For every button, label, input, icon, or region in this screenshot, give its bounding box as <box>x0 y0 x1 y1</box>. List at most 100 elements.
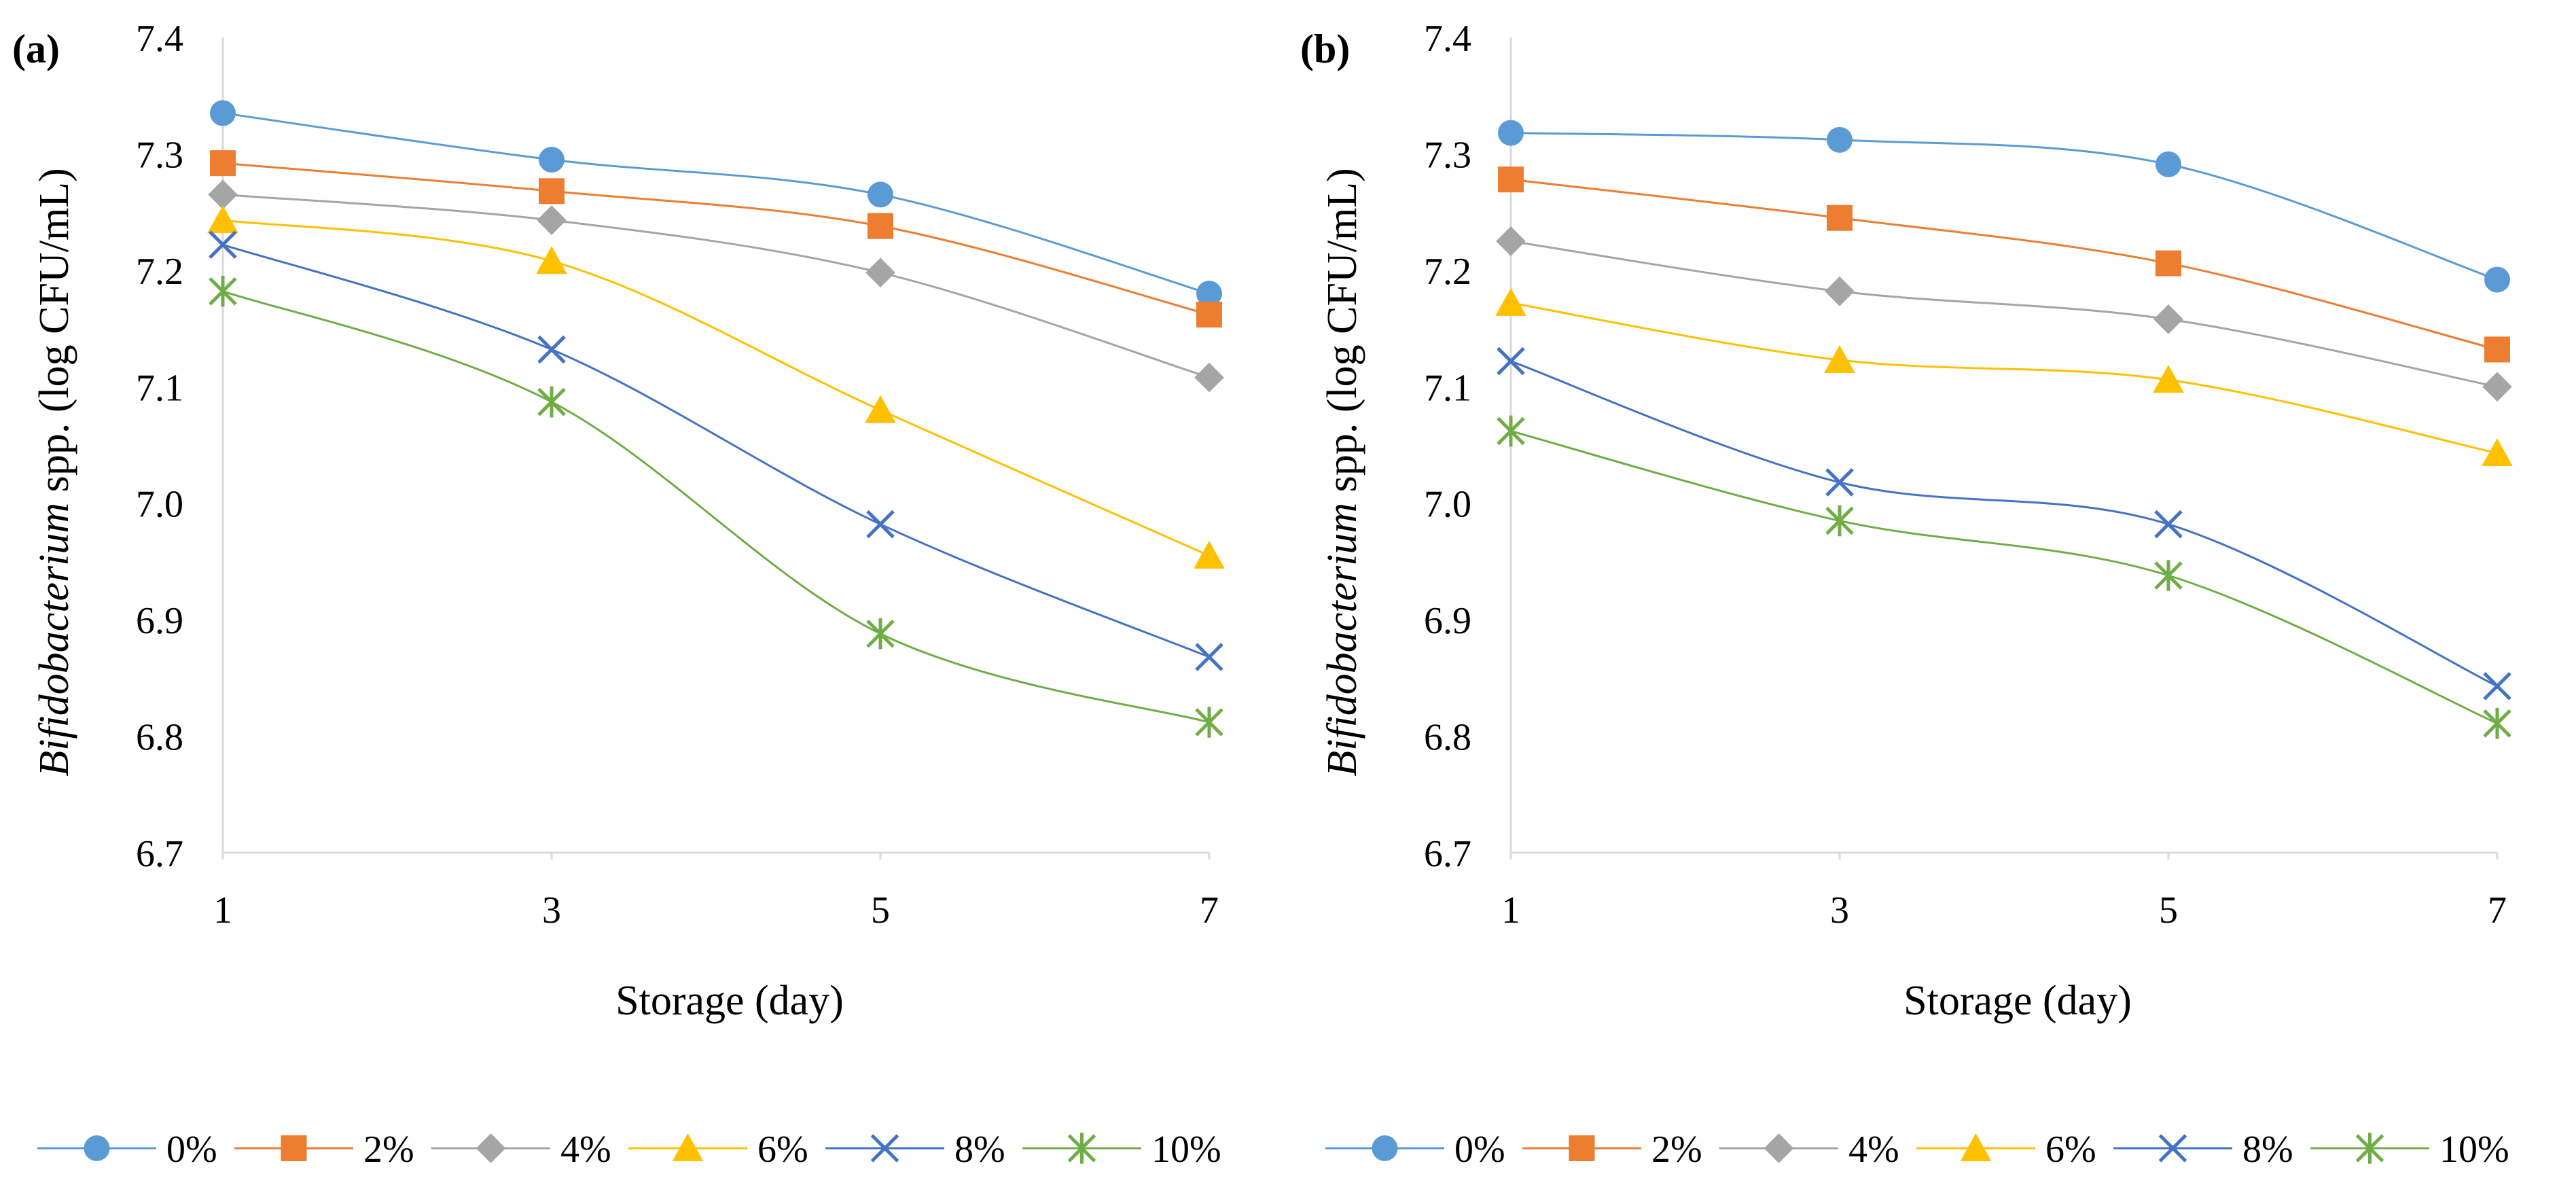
chart-a-legend-marker <box>281 1135 307 1161</box>
chart-b-series-2pct-point-shape <box>1827 205 1853 231</box>
chart-a-x-tick-label: 5 <box>871 889 890 931</box>
chart-b-series-0pct-point-shape <box>2484 266 2510 293</box>
chart-b-x-tick-label: 7 <box>2488 889 2507 931</box>
chart-b-legend-label: 10% <box>2439 1129 2509 1171</box>
chart-a-y-tick-label: 6.9 <box>136 600 183 642</box>
chart-panel-b: (b) 6.7 6.8 6.9 7.0 7.1 7.2 7.3 7.4 1 3 5 7 Storage (… <box>1288 0 2576 1189</box>
chart-b-series-10pct-point <box>1825 505 1854 537</box>
chart-b-series-4pct-point-shape <box>1825 276 1855 306</box>
chart-b-legend-marker <box>1764 1133 1794 1163</box>
chart-a-series-6pct-point-shape <box>536 246 567 274</box>
chart-a-series-6pct-point <box>207 205 238 234</box>
chart-b-series-4pct-point <box>1825 276 1855 306</box>
chart-b-series-2pct-point-shape <box>2484 336 2510 363</box>
chart-b-x-tick-label: 1 <box>1501 889 1520 931</box>
chart-b-series-8pct-point <box>1825 468 1854 497</box>
chart-a-legend-marker <box>672 1133 704 1161</box>
chart-b-legend-label: 8% <box>2242 1129 2293 1171</box>
chart-b-series-6pct-point-shape <box>1824 345 1855 373</box>
chart-b-x-tick-label: 5 <box>2159 889 2178 931</box>
chart-a-x-tick-label: 7 <box>1200 889 1219 931</box>
chart-a-series-4pct-point-shape <box>537 205 567 235</box>
chart-a-series-8pct-point-stroke-2 <box>866 510 895 539</box>
chart-a-series-0pct-point-shape <box>210 100 236 126</box>
chart-b-series-10pct-point <box>1497 415 1525 447</box>
chart-b-series-8pct-line <box>1510 360 2498 688</box>
chart-b-legend-label: 6% <box>2045 1129 2096 1171</box>
chart-b-y-axis-title-italic: Bifidobacterium <box>1319 503 1365 777</box>
chart-a-series-6pct-point-shape <box>207 205 238 234</box>
chart-a-series-0pct-point-shape <box>1196 281 1222 307</box>
chart-b-series-10pct-line <box>1510 429 2498 725</box>
chart-a-series-4pct-point <box>1194 362 1224 393</box>
chart-b-legend-marker-shape <box>1764 1133 1794 1163</box>
chart-a-series-0pct-point <box>1196 281 1222 307</box>
chart-b-x-tick-label: 3 <box>1830 889 1849 931</box>
chart-a-series-8pct-point <box>209 230 237 259</box>
chart-b-series-6pct-point <box>2482 438 2513 466</box>
chart-b-series-8pct-point <box>2483 672 2511 700</box>
chart-b-series-0pct-point <box>1498 120 1524 146</box>
chart-b-y-tick-label: 6.9 <box>1424 600 1471 642</box>
chart-a-y-tick-label: 7.2 <box>136 251 183 293</box>
chart-b-legend-marker <box>1372 1135 1398 1161</box>
chart-a-legend-marker-shape <box>281 1135 307 1161</box>
chart-b-series-0pct-point <box>2155 151 2181 177</box>
chart-a-series-4pct-point-shape <box>865 258 895 288</box>
chart-a-series-6pct-point <box>1194 541 1225 569</box>
chart-b-series-0pct-point <box>1827 126 1853 153</box>
chart-b-series-6pct-point <box>1495 288 1526 316</box>
chart-a-y-axis-title-italic: Bifidobacterium <box>31 503 77 777</box>
chart-b-y-axis-title-rest: spp. (log CFU/mL) <box>1319 168 1365 503</box>
chart-a-legend-marker-shape <box>84 1135 110 1161</box>
chart-b-series-4pct-line <box>1510 240 2498 388</box>
chart-b-series-2pct-point-shape <box>1498 166 1524 193</box>
chart-a-y-tick-label: 6.8 <box>136 717 183 759</box>
chart-b-series-6pct-point-shape <box>1495 288 1526 316</box>
chart-b-series-8pct-point <box>2154 510 2183 539</box>
chart-b-y-tick-label: 7.3 <box>1424 134 1471 176</box>
chart-a-legend-label: 10% <box>1151 1129 1221 1171</box>
chart-b-legend-marker <box>1569 1135 1595 1161</box>
chart-b-series-0pct-point-shape <box>1498 120 1524 146</box>
chart-a-series-2pct-point-shape <box>539 178 565 205</box>
chart-a-series-4pct-point <box>537 205 567 235</box>
chart-b-series-2pct-point-shape <box>2155 250 2181 277</box>
chart-b-y-tick-label: 6.8 <box>1424 717 1471 759</box>
chart-a-y-tick-label: 6.7 <box>136 833 183 875</box>
chart-b-series-2pct-line <box>1510 178 2498 351</box>
chart-a-legend-marker <box>1067 1133 1096 1164</box>
chart-a-legend-marker-shape <box>672 1133 704 1161</box>
chart-a-legend-label: 2% <box>363 1129 414 1171</box>
chart-b-legend-marker-shape <box>1372 1135 1398 1161</box>
chart-a-legend-label: 6% <box>757 1129 808 1171</box>
chart-b-series-4pct-point <box>1496 226 1526 256</box>
chart-a-series-2pct-point-shape <box>867 213 893 239</box>
chart-b-y-axis-title: Bifidobacterium spp. (log CFU/mL) <box>1319 168 1365 777</box>
chart-a-panel-label: (a) <box>12 26 60 71</box>
chart-b-series-2pct-point <box>1498 166 1524 193</box>
chart-a-series-2pct-line <box>222 162 1210 316</box>
chart-a-x-axis-title: Storage (day) <box>615 978 844 1024</box>
line-chart-b: (b) 6.7 6.8 6.9 7.0 7.1 7.2 7.3 7.4 1 3 5 7 Storage (… <box>1300 18 2513 1171</box>
chart-a-y-axis-title: Bifidobacterium spp. (log CFU/mL) <box>31 168 77 777</box>
chart-a-y-tick-label: 7.3 <box>136 134 183 176</box>
chart-b-series-4pct-point-shape <box>2153 304 2183 334</box>
chart-a-series-8pct-point-stroke-2 <box>209 230 237 259</box>
chart-b-series-8pct-point-stroke-2 <box>2154 510 2183 539</box>
chart-b-series-6pct-point-shape <box>2482 438 2513 466</box>
chart-a-y-tick-label: 7.4 <box>136 18 183 60</box>
chart-a-series-6pct-point <box>536 246 567 274</box>
chart-a-series-8pct-line <box>222 243 1210 658</box>
chart-a-legend-marker <box>870 1134 899 1163</box>
chart-a-series-10pct-point <box>537 386 566 418</box>
chart-b-series-2pct-point <box>2155 250 2181 277</box>
chart-a-series-0pct-point <box>539 147 565 173</box>
chart-a-series-6pct-point-shape <box>865 395 896 423</box>
chart-a-series-0pct-point <box>867 181 893 208</box>
chart-a-series-10pct-point <box>209 275 237 307</box>
chart-b-y-tick-label: 6.7 <box>1424 833 1471 875</box>
chart-b-panel-label: (b) <box>1300 26 1350 71</box>
chart-a-series-0pct-point-shape <box>867 181 893 208</box>
chart-b-legend-label: 0% <box>1454 1129 1505 1171</box>
